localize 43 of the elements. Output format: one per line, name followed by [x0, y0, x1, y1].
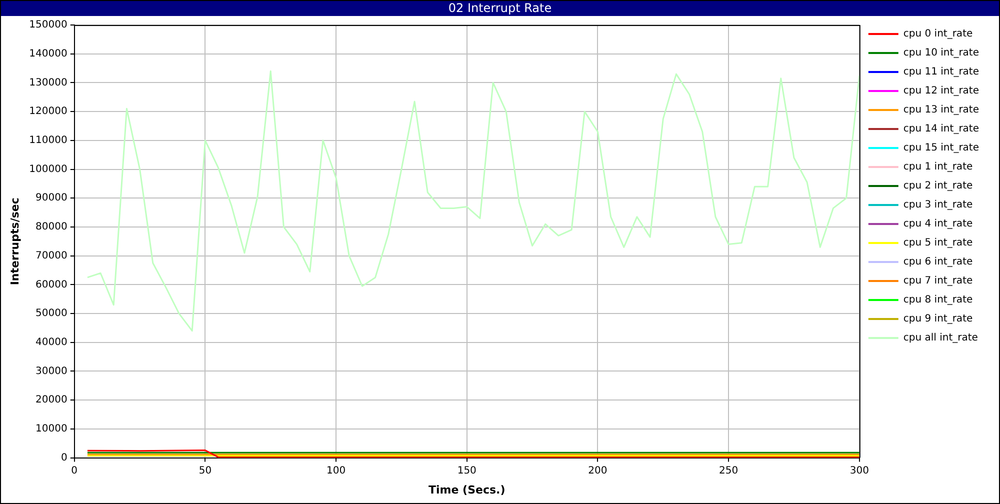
y-tick-label: 70000 — [36, 250, 68, 262]
legend-label: cpu 3 int_rate — [903, 200, 973, 211]
y-tick-label: 100000 — [29, 164, 68, 175]
legend-label: cpu 7 int_rate — [903, 276, 973, 287]
y-tick-label: 110000 — [29, 135, 68, 146]
y-tick-label: 10000 — [36, 424, 68, 435]
x-tick-label: 250 — [719, 465, 738, 476]
x-tick-label: 0 — [71, 465, 78, 476]
y-tick-label: 130000 — [29, 77, 68, 88]
legend-label: cpu 10 int_rate — [903, 48, 980, 59]
x-tick-label: 150 — [457, 465, 476, 476]
x-tick-label: 200 — [588, 465, 608, 476]
x-tick-label: 100 — [326, 465, 346, 476]
y-tick-label: 20000 — [36, 394, 68, 406]
legend-label: cpu 5 int_rate — [903, 238, 973, 249]
y-axis-title: Interrupts/sec — [8, 198, 22, 286]
legend-label: cpu 9 int_rate — [903, 314, 973, 325]
y-tick-label: 140000 — [29, 48, 68, 60]
chart-title: 02 Interrupt Rate — [1, 1, 999, 16]
legend-label: cpu 0 int_rate — [903, 28, 973, 40]
legend-label: cpu 13 int_rate — [903, 104, 980, 116]
y-tick-label: 80000 — [36, 222, 68, 233]
x-axis-title: Time (Secs.) — [428, 483, 506, 496]
legend-label: cpu 11 int_rate — [903, 66, 980, 78]
y-tick-label: 30000 — [36, 366, 68, 377]
y-tick-label: 60000 — [36, 279, 68, 290]
y-tick-label: 50000 — [36, 308, 68, 320]
legend-label: cpu 8 int_rate — [903, 294, 973, 306]
legend-label: cpu 15 int_rate — [903, 142, 980, 154]
y-tick-label: 120000 — [29, 106, 68, 118]
y-tick-label: 40000 — [36, 336, 68, 348]
x-tick-label: 300 — [850, 465, 869, 476]
x-tick-label: 50 — [198, 465, 212, 476]
y-tick-label: 150000 — [29, 20, 68, 31]
legend-label: cpu 4 int_rate — [903, 218, 973, 230]
legend-label: cpu all int_rate — [903, 332, 978, 344]
legend-label: cpu 2 int_rate — [903, 180, 973, 192]
legend-label: cpu 6 int_rate — [903, 256, 973, 268]
y-tick-label: 90000 — [36, 192, 68, 204]
y-tick-label: 0 — [61, 452, 68, 464]
legend-label: cpu 1 int_rate — [903, 162, 973, 173]
legend-label: cpu 12 int_rate — [903, 86, 980, 97]
legend-label: cpu 14 int_rate — [903, 124, 980, 135]
